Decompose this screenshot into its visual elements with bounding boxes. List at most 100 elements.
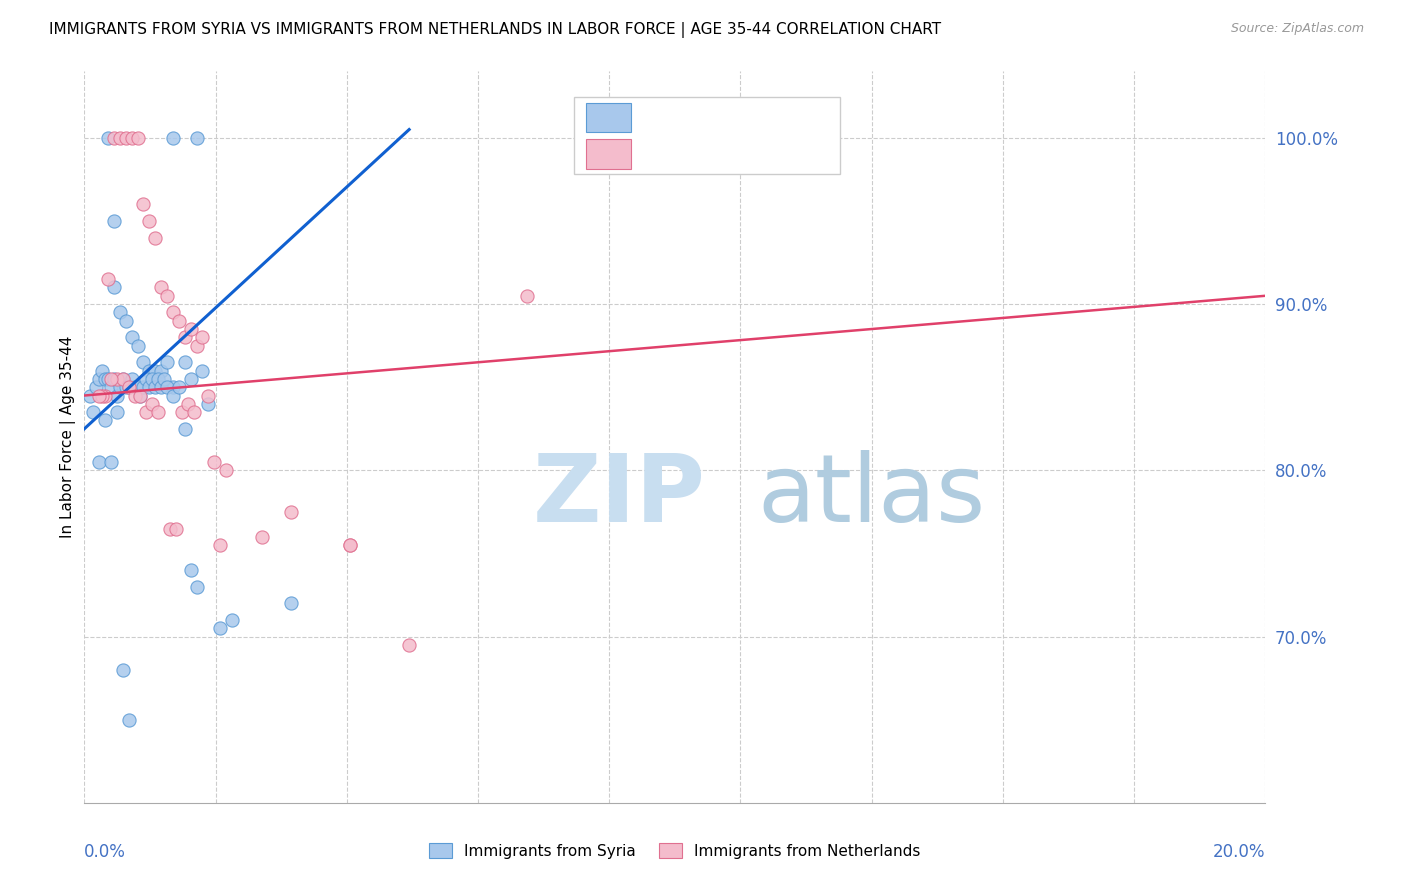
Point — [398, 638, 420, 652]
Point — [156, 289, 179, 303]
Point — [138, 380, 160, 394]
Point — [103, 214, 125, 228]
Point — [170, 405, 193, 419]
Point — [250, 530, 273, 544]
Point — [97, 131, 120, 145]
Legend: Immigrants from Syria, Immigrants from Netherlands: Immigrants from Syria, Immigrants from N… — [423, 837, 927, 864]
Point — [280, 596, 302, 610]
Point — [127, 380, 149, 394]
Point — [94, 372, 117, 386]
Point — [165, 522, 187, 536]
Point — [162, 388, 184, 402]
Point — [173, 422, 195, 436]
Point — [191, 330, 214, 344]
Text: R = 0.076: R = 0.076 — [643, 145, 734, 163]
Point — [197, 388, 219, 402]
Point — [100, 372, 122, 386]
Point — [339, 538, 361, 552]
Point — [118, 713, 141, 727]
Point — [186, 131, 208, 145]
Point — [111, 372, 134, 386]
Y-axis label: In Labor Force | Age 35-44: In Labor Force | Age 35-44 — [60, 336, 76, 538]
Point — [153, 372, 176, 386]
Point — [114, 314, 136, 328]
Point — [138, 363, 160, 377]
Point — [94, 388, 117, 402]
Point — [138, 214, 160, 228]
Point — [150, 280, 173, 294]
Point — [135, 372, 157, 386]
Text: N = 44: N = 44 — [758, 145, 820, 163]
Point — [162, 305, 184, 319]
Point — [132, 355, 155, 369]
Point — [180, 563, 202, 577]
Point — [141, 397, 163, 411]
Point — [91, 363, 114, 377]
Point — [167, 380, 190, 394]
Point — [167, 314, 190, 328]
Point — [156, 355, 179, 369]
Point — [162, 380, 184, 394]
Point — [124, 388, 146, 402]
Point — [143, 380, 166, 394]
Point — [162, 131, 184, 145]
Point — [173, 355, 195, 369]
Point — [150, 363, 173, 377]
Text: 0.0%: 0.0% — [84, 843, 127, 861]
Point — [339, 538, 361, 552]
Text: Source: ZipAtlas.com: Source: ZipAtlas.com — [1230, 22, 1364, 36]
Text: 20.0%: 20.0% — [1213, 843, 1265, 861]
Point — [209, 538, 232, 552]
Point — [79, 388, 101, 402]
Point — [132, 380, 155, 394]
Point — [97, 372, 120, 386]
Text: N = 60: N = 60 — [758, 109, 820, 127]
Text: ZIP: ZIP — [533, 450, 706, 541]
Point — [121, 131, 143, 145]
Point — [143, 363, 166, 377]
Point — [209, 621, 232, 635]
Point — [191, 363, 214, 377]
Point — [159, 522, 181, 536]
Point — [129, 388, 152, 402]
Point — [173, 330, 195, 344]
Point — [186, 580, 208, 594]
Point — [121, 372, 143, 386]
Text: IMMIGRANTS FROM SYRIA VS IMMIGRANTS FROM NETHERLANDS IN LABOR FORCE | AGE 35-44 : IMMIGRANTS FROM SYRIA VS IMMIGRANTS FROM… — [49, 22, 942, 38]
Point — [111, 663, 134, 677]
Point — [111, 372, 134, 386]
FancyBboxPatch shape — [575, 97, 841, 174]
Point — [103, 280, 125, 294]
Point — [103, 372, 125, 386]
Point — [183, 405, 205, 419]
Point — [89, 455, 111, 469]
Point — [148, 372, 170, 386]
Point — [280, 505, 302, 519]
Point — [103, 131, 125, 145]
Point — [124, 380, 146, 394]
Point — [221, 613, 243, 627]
Point — [132, 197, 155, 211]
Text: R = 0.409: R = 0.409 — [643, 109, 734, 127]
Point — [127, 339, 149, 353]
Point — [135, 405, 157, 419]
Point — [108, 305, 131, 319]
Point — [100, 455, 122, 469]
Point — [100, 380, 122, 394]
Text: atlas: atlas — [758, 450, 986, 541]
Point — [215, 463, 238, 477]
Point — [129, 388, 152, 402]
Point — [180, 322, 202, 336]
Point — [143, 230, 166, 244]
Point — [156, 380, 179, 394]
Point — [202, 455, 225, 469]
Point — [150, 380, 173, 394]
Point — [148, 405, 170, 419]
Point — [91, 388, 114, 402]
Point — [114, 131, 136, 145]
Bar — [586, 139, 631, 169]
Point — [516, 289, 538, 303]
Point — [186, 339, 208, 353]
Point — [97, 272, 120, 286]
Point — [84, 380, 107, 394]
